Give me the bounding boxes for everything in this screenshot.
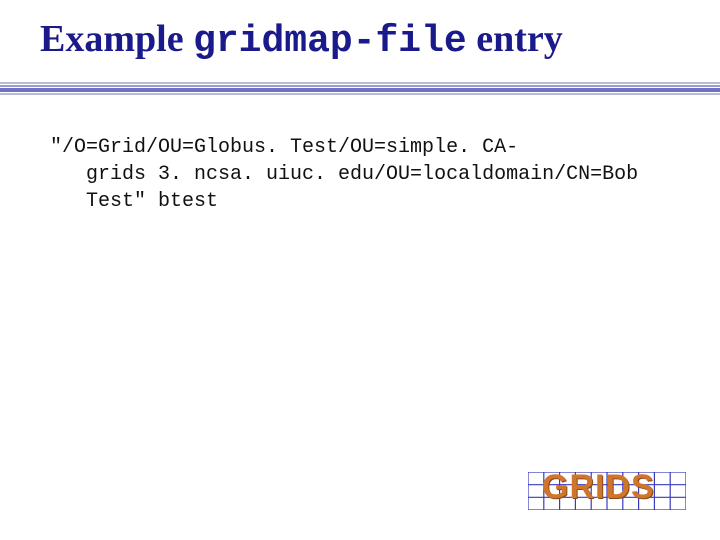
- divider-band: [0, 93, 720, 95]
- grids-logo: GRIDS: [528, 468, 686, 514]
- title-divider: [0, 82, 720, 96]
- title-part1: Example: [40, 18, 193, 60]
- entry-line: grids 3. ncsa. uiuc. edu/OU=localdomain/…: [50, 163, 638, 186]
- entry-line: "/O=Grid/OU=Globus. Test/OU=simple. CA-: [50, 136, 518, 159]
- slide: Example gridmap-file entry "/O=Grid/OU=G…: [0, 0, 720, 540]
- title-part2: entry: [467, 18, 563, 60]
- divider-band: [0, 85, 720, 87]
- divider-band: [0, 82, 720, 84]
- divider-band: [0, 88, 720, 92]
- title-mono: gridmap-file: [193, 20, 467, 63]
- gridmap-entry: "/O=Grid/OU=Globus. Test/OU=simple. CA- …: [50, 134, 660, 215]
- logo-text: GRIDS: [542, 468, 655, 507]
- slide-title: Example gridmap-file entry: [40, 18, 680, 64]
- content-area: "/O=Grid/OU=Globus. Test/OU=simple. CA- …: [0, 96, 720, 215]
- entry-line: Test" btest: [50, 190, 218, 213]
- title-area: Example gridmap-file entry: [0, 0, 720, 72]
